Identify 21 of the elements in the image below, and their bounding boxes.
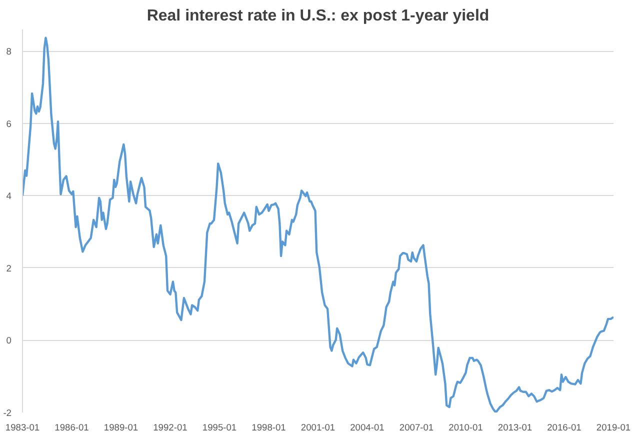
y-tick-label: 6	[6, 118, 12, 129]
y-tick-label: 2	[6, 263, 12, 274]
y-tick-label: 0	[6, 336, 12, 346]
line-series	[22, 36, 614, 412]
x-tick-label: 2013-01	[498, 422, 532, 432]
x-tick-label: 1983-01	[5, 422, 40, 432]
x-tick-label: 2007-01	[399, 422, 434, 432]
x-tick-label: 1986-01	[54, 422, 89, 432]
x-tick-label: 1992-01	[153, 422, 188, 432]
x-tick-label: 2016-01	[547, 422, 582, 432]
x-tick-label: 1995-01	[202, 422, 237, 432]
y-tick-label: 4	[6, 191, 12, 202]
x-tick-label: 1998-01	[252, 422, 286, 432]
x-tick-label: 2019-01	[596, 422, 631, 432]
x-tick-label: 2004-01	[350, 422, 384, 432]
y-tick-label: -2	[3, 408, 12, 418]
y-tick-label: 8	[6, 46, 12, 57]
x-tick-label: 2010-01	[448, 422, 483, 432]
x-tick-label: 2001-01	[300, 422, 336, 432]
x-tick-label: 1989-01	[104, 422, 138, 432]
chart-title: Real interest rate in U.S.: ex post 1-year yield	[146, 8, 490, 24]
